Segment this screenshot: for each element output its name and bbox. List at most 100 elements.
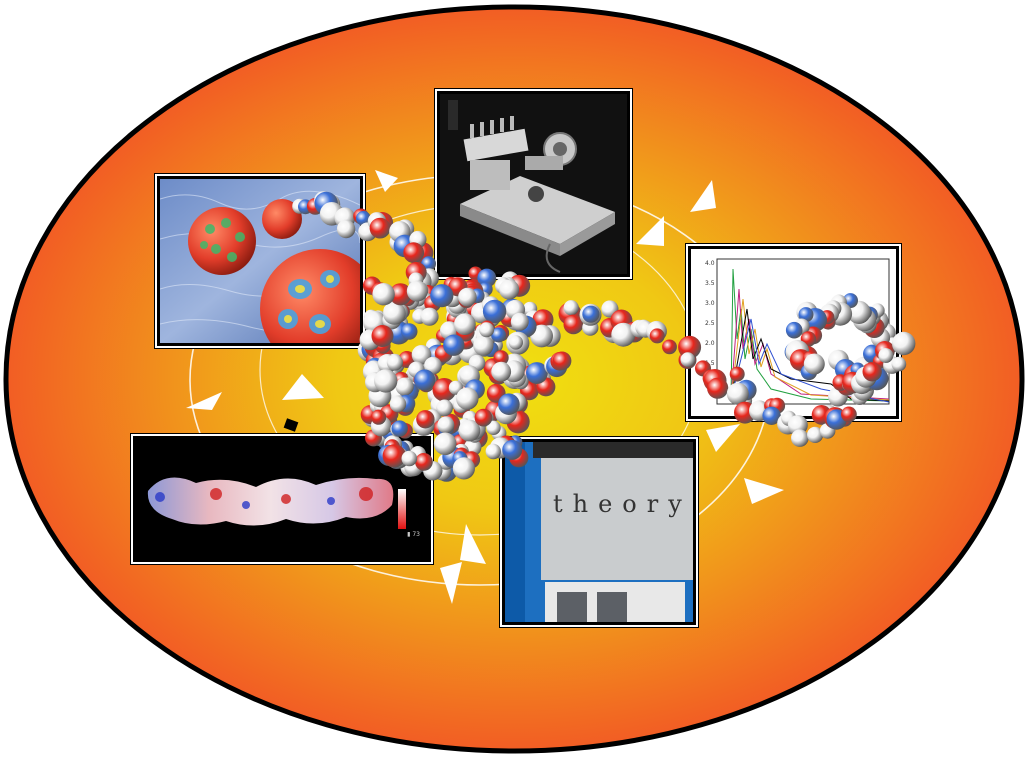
- atom: [454, 313, 476, 336]
- atom: [552, 351, 572, 371]
- atom: [611, 322, 636, 347]
- atom: [493, 350, 509, 366]
- atom: [458, 287, 477, 307]
- arrow-icon: [706, 424, 740, 452]
- atom: [486, 420, 501, 435]
- atom: [499, 279, 520, 300]
- atom: [510, 312, 529, 331]
- atom: [803, 353, 825, 375]
- atom: [456, 387, 479, 410]
- atom: [530, 324, 553, 348]
- atom: [336, 219, 356, 239]
- cycle-arrows: [186, 170, 784, 604]
- atom: [491, 327, 507, 343]
- atom: [443, 334, 465, 356]
- atom: [707, 377, 729, 399]
- arrow-icon: [636, 216, 664, 246]
- atom: [369, 217, 391, 239]
- atom: [391, 420, 408, 437]
- atom: [389, 283, 412, 306]
- atom: [678, 335, 702, 359]
- atom: [437, 416, 455, 434]
- atom: [401, 450, 418, 467]
- atom: [649, 328, 665, 344]
- atom: [415, 453, 433, 471]
- atom: [416, 410, 435, 429]
- atom: [563, 314, 584, 335]
- atom: [374, 369, 398, 393]
- atom: [482, 299, 507, 324]
- atom: [680, 352, 696, 367]
- atom: [582, 305, 600, 323]
- atom: [878, 348, 894, 363]
- atom: [508, 335, 523, 350]
- atom: [762, 406, 781, 425]
- instrument-image-panel: [437, 91, 630, 277]
- atom: [474, 408, 493, 427]
- atom: [383, 302, 406, 325]
- atom: [891, 356, 907, 372]
- atom: [356, 211, 371, 226]
- arrow-icon: [186, 392, 222, 410]
- atom: [403, 242, 425, 264]
- atom: [452, 457, 475, 480]
- atom: [400, 323, 418, 340]
- arrow-icon: [440, 562, 462, 604]
- atom: [473, 335, 494, 356]
- atom: [491, 361, 512, 382]
- theory-sign-text: theory: [553, 490, 692, 518]
- atom: [458, 419, 481, 442]
- atom: [395, 377, 414, 396]
- atom: [862, 362, 882, 382]
- svg-text:3.5: 3.5: [705, 280, 715, 287]
- small-marker: [283, 418, 299, 432]
- atom: [420, 307, 439, 326]
- atom: [371, 409, 387, 425]
- arrow-icon: [690, 180, 716, 212]
- theory-sign-image: [505, 442, 693, 622]
- atom: [406, 280, 428, 302]
- atom: [791, 429, 809, 447]
- arrow-icon: [744, 478, 784, 504]
- atom: [414, 369, 436, 391]
- atom: [662, 339, 677, 355]
- atom: [892, 331, 916, 356]
- svg-text:4.0: 4.0: [705, 260, 715, 267]
- svg-text:3.0: 3.0: [705, 300, 715, 307]
- atom: [526, 362, 548, 384]
- atom: [729, 366, 745, 382]
- atom: [498, 393, 520, 416]
- arrow-icon: [282, 374, 324, 400]
- arrow-icon: [460, 524, 486, 564]
- atom: [807, 426, 824, 443]
- atom: [382, 444, 406, 468]
- atom: [477, 268, 497, 288]
- atom: [785, 321, 803, 339]
- molecular-surface-image: [136, 439, 428, 559]
- atom: [532, 309, 554, 331]
- atom: [485, 443, 501, 460]
- svg-text:2.5: 2.5: [705, 320, 715, 327]
- svg-text:1.5: 1.5: [705, 360, 715, 367]
- atom: [841, 406, 857, 423]
- atom: [411, 345, 432, 365]
- atom: [430, 284, 454, 308]
- atom: [389, 395, 407, 413]
- atom: [386, 354, 403, 371]
- arrow-icon: [375, 170, 398, 192]
- theory-sign-panel: theory: [502, 439, 696, 625]
- instrument-image: [440, 94, 627, 274]
- atom: [479, 322, 495, 338]
- atom: [798, 307, 814, 323]
- atom: [433, 432, 457, 456]
- atom: [371, 325, 394, 347]
- atom: [726, 382, 749, 405]
- atom: [372, 283, 395, 306]
- atom: [563, 300, 579, 316]
- atom: [502, 439, 523, 460]
- surface-scale-label: ▮ 73: [407, 531, 420, 538]
- atom: [436, 399, 453, 417]
- svg-text:2.0: 2.0: [705, 340, 715, 347]
